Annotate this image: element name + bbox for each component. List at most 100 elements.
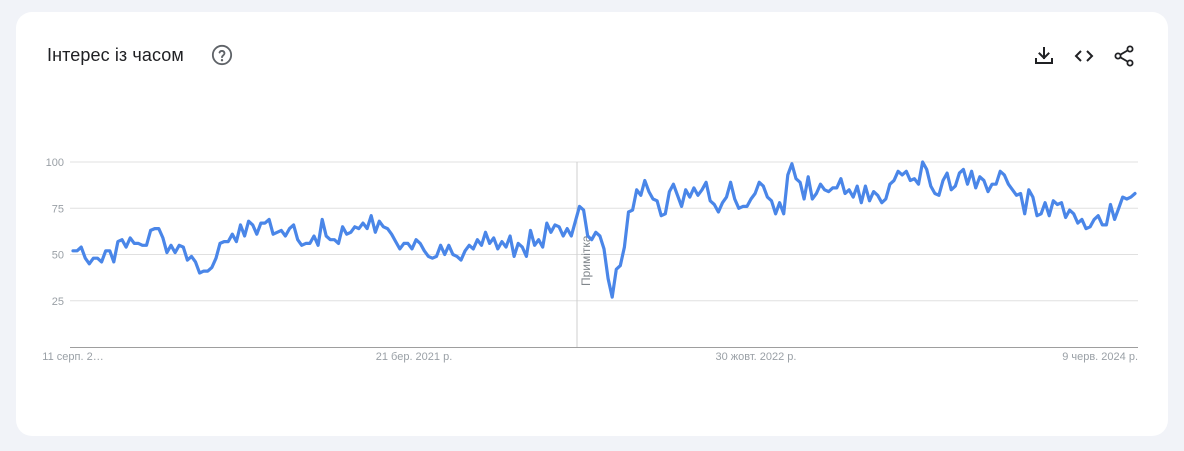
data-point	[456, 255, 459, 258]
data-point	[125, 246, 128, 249]
data-point	[815, 192, 818, 195]
data-point	[353, 225, 356, 228]
data-point	[770, 199, 773, 202]
data-point	[423, 249, 426, 252]
data-point	[807, 175, 810, 178]
help-circle-icon[interactable]	[211, 44, 233, 66]
data-point	[652, 198, 655, 201]
data-point	[774, 212, 777, 215]
data-point	[884, 198, 887, 201]
data-point	[435, 255, 438, 258]
data-point	[558, 225, 561, 228]
data-point	[786, 173, 789, 176]
data-point	[227, 240, 230, 243]
data-point	[419, 242, 422, 245]
data-point	[848, 188, 851, 191]
data-point	[1036, 214, 1039, 217]
data-point	[206, 270, 209, 273]
data-point	[554, 223, 557, 226]
data-point	[1093, 218, 1096, 221]
data-point	[255, 233, 258, 236]
data-point	[623, 246, 626, 249]
data-point	[574, 220, 577, 223]
data-point	[991, 183, 994, 186]
data-point	[394, 240, 397, 243]
data-point	[590, 238, 593, 241]
data-point	[582, 209, 585, 212]
data-point	[696, 194, 699, 197]
data-point	[153, 227, 156, 230]
x-tick-label: 21 бер. 2021 р.	[376, 351, 453, 363]
data-point	[974, 186, 977, 189]
data-point	[509, 235, 512, 238]
data-point	[468, 244, 471, 247]
data-point	[537, 238, 540, 241]
data-point	[925, 168, 928, 171]
data-point	[888, 183, 891, 186]
data-point	[325, 235, 328, 238]
data-point	[1101, 223, 1104, 226]
data-point	[950, 188, 953, 191]
data-point	[893, 179, 896, 182]
data-point	[280, 229, 283, 232]
data-point	[215, 257, 218, 260]
data-point	[823, 188, 826, 191]
data-point	[566, 227, 569, 230]
data-point	[517, 242, 520, 245]
data-point	[443, 253, 446, 256]
share-button[interactable]	[1112, 44, 1136, 68]
data-point	[272, 233, 275, 236]
data-point	[709, 199, 712, 202]
data-point	[411, 247, 414, 250]
data-point	[194, 260, 197, 263]
data-point	[844, 192, 847, 195]
data-point	[1097, 214, 1100, 217]
data-point	[578, 205, 581, 208]
data-point	[839, 177, 842, 180]
data-point	[987, 190, 990, 193]
data-point	[762, 185, 765, 188]
data-point	[1015, 194, 1018, 197]
data-point	[860, 201, 863, 204]
data-point	[872, 190, 875, 193]
data-point	[778, 201, 781, 204]
data-point	[308, 242, 311, 245]
annotation-label[interactable]: Примітка	[579, 235, 593, 286]
data-point	[852, 196, 855, 199]
data-point	[856, 185, 859, 188]
data-point	[954, 185, 957, 188]
data-point	[186, 259, 189, 262]
data-point	[190, 255, 193, 258]
data-point	[803, 198, 806, 201]
data-point	[615, 268, 618, 271]
data-point	[982, 179, 985, 182]
data-point	[1134, 192, 1137, 195]
data-point	[741, 205, 744, 208]
embed-button[interactable]	[1072, 44, 1096, 68]
data-point	[492, 236, 495, 239]
data-point	[1003, 173, 1006, 176]
data-point	[643, 179, 646, 182]
data-point	[165, 251, 168, 254]
data-point	[1031, 196, 1034, 199]
data-point	[549, 231, 552, 234]
data-point	[692, 186, 695, 189]
data-point	[721, 201, 724, 204]
data-point	[811, 198, 814, 201]
data-point	[831, 186, 834, 189]
data-point	[562, 235, 565, 238]
data-point	[96, 257, 99, 260]
download-button[interactable]	[1032, 44, 1056, 68]
data-point	[415, 238, 418, 241]
data-point	[901, 173, 904, 176]
data-point	[905, 170, 908, 173]
data-point	[1076, 222, 1079, 225]
data-point	[488, 242, 491, 245]
data-point	[897, 170, 900, 173]
data-point	[121, 238, 124, 241]
data-point	[1121, 196, 1124, 199]
data-point	[868, 199, 871, 202]
data-point	[1064, 216, 1067, 219]
data-point	[129, 236, 132, 239]
